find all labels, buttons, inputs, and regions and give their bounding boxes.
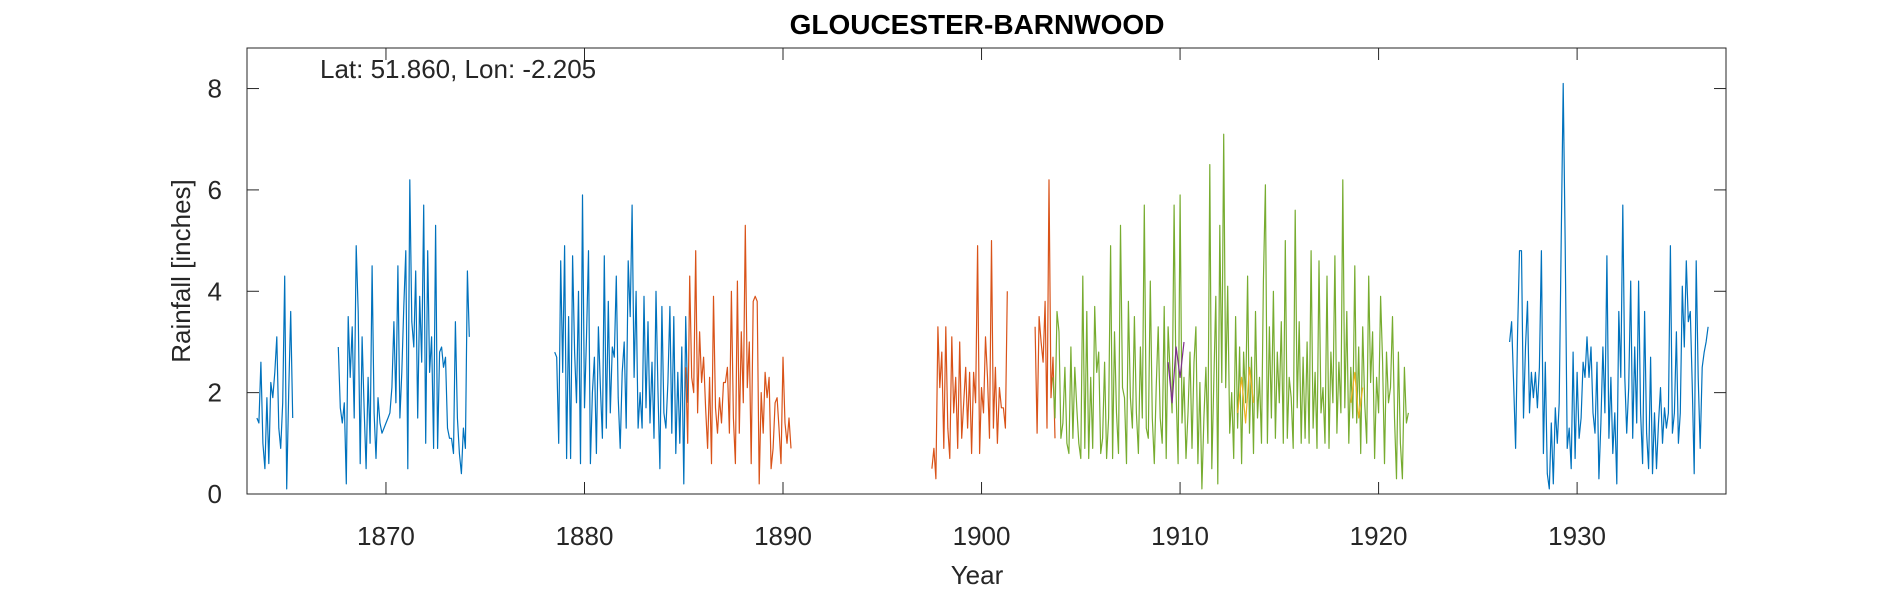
series-0 [256, 82, 1709, 490]
y-axis: 0 2 4 6 8 [208, 74, 1726, 509]
y-tick-label: 8 [208, 74, 222, 104]
series-0-segment-0 [256, 275, 294, 490]
x-axis-label: Year [951, 560, 1004, 590]
y-tick-label: 0 [208, 479, 222, 509]
series-layer [256, 82, 1709, 490]
series-0-segment-1 [337, 179, 470, 485]
x-tick-label: 1900 [953, 521, 1011, 551]
plot-area [247, 48, 1726, 494]
x-tick-label: 1930 [1548, 521, 1606, 551]
series-1-segment-2 [1034, 179, 1056, 439]
y-tick-label: 4 [208, 276, 222, 306]
y-tick-label: 6 [208, 175, 222, 205]
series-2 [1052, 133, 1409, 490]
plot-frame [246, 47, 1727, 495]
series-1 [685, 179, 1056, 485]
series-2-segment-0 [1052, 133, 1409, 490]
x-axis: 1870 1880 1890 1900 1910 1920 1930 [357, 48, 1606, 551]
series-3 [1237, 366, 1364, 424]
series-3-segment-0 [1237, 366, 1255, 424]
x-tick-label: 1880 [556, 521, 614, 551]
series-1-segment-1 [931, 240, 1008, 480]
x-tick-label: 1910 [1151, 521, 1209, 551]
chart-title: GLOUCESTER-BARNWOOD [790, 9, 1165, 40]
y-tick-label: 2 [208, 378, 222, 408]
series-4 [1167, 341, 1185, 404]
series-3-segment-1 [1350, 371, 1364, 419]
x-tick-label: 1920 [1350, 521, 1408, 551]
series-4-segment-0 [1167, 341, 1185, 404]
series-1-segment-0 [685, 224, 792, 485]
location-annotation: Lat: 51.860, Lon: -2.205 [320, 54, 596, 84]
x-tick-label: 1890 [754, 521, 812, 551]
x-tick-label: 1870 [357, 521, 415, 551]
y-axis-label: Rainfall [inches] [166, 179, 196, 363]
series-0-segment-2 [554, 194, 689, 485]
series-0-segment-3 [1509, 82, 1709, 490]
